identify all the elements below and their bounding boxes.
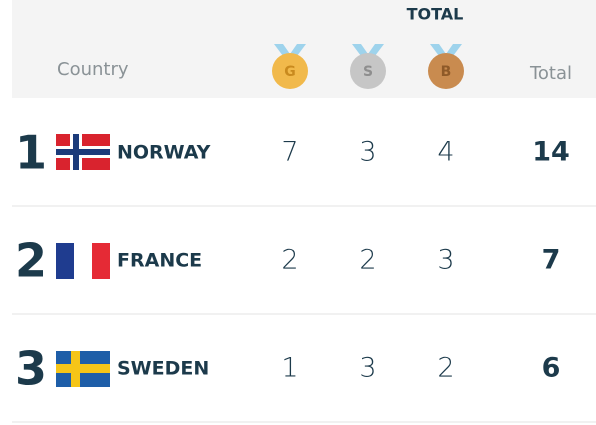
silver-label: S: [363, 64, 373, 80]
bronze-medal: B: [428, 44, 464, 89]
gold: 2: [281, 245, 298, 276]
silver-medal: S: [350, 44, 386, 89]
row: 2 FRANCE 2 2 3 7: [15, 234, 560, 288]
total: 7: [542, 245, 561, 276]
flag-norway: [56, 134, 110, 170]
gold: 1: [281, 353, 298, 384]
silver: 2: [359, 245, 376, 276]
country-header: Country: [57, 59, 129, 80]
rank: 2: [15, 234, 47, 288]
row: 1 NORWAY 7 3 4 14: [15, 126, 570, 180]
gold: 7: [281, 137, 298, 168]
flag-sweden: [56, 351, 110, 387]
silver: 3: [359, 137, 376, 168]
bronze-label: B: [441, 64, 452, 80]
silver: 3: [359, 353, 376, 384]
rank: 1: [15, 126, 47, 180]
header-title: TOTAL: [407, 5, 464, 24]
bronze: 3: [437, 245, 454, 276]
gold-label: G: [284, 64, 296, 80]
header-bg: [12, 0, 596, 98]
rank: 3: [15, 342, 47, 396]
total: 6: [542, 353, 561, 384]
total: 14: [532, 137, 570, 168]
total-header: Total: [529, 63, 572, 84]
country: SWEDEN: [117, 358, 209, 380]
row: 3 SWEDEN 1 3 2 6: [15, 342, 560, 396]
bronze: 4: [437, 137, 454, 168]
flag-france: [56, 243, 110, 279]
bronze: 2: [437, 353, 454, 384]
country: FRANCE: [117, 250, 202, 272]
country: NORWAY: [117, 142, 211, 164]
gold-medal: G: [272, 44, 308, 89]
